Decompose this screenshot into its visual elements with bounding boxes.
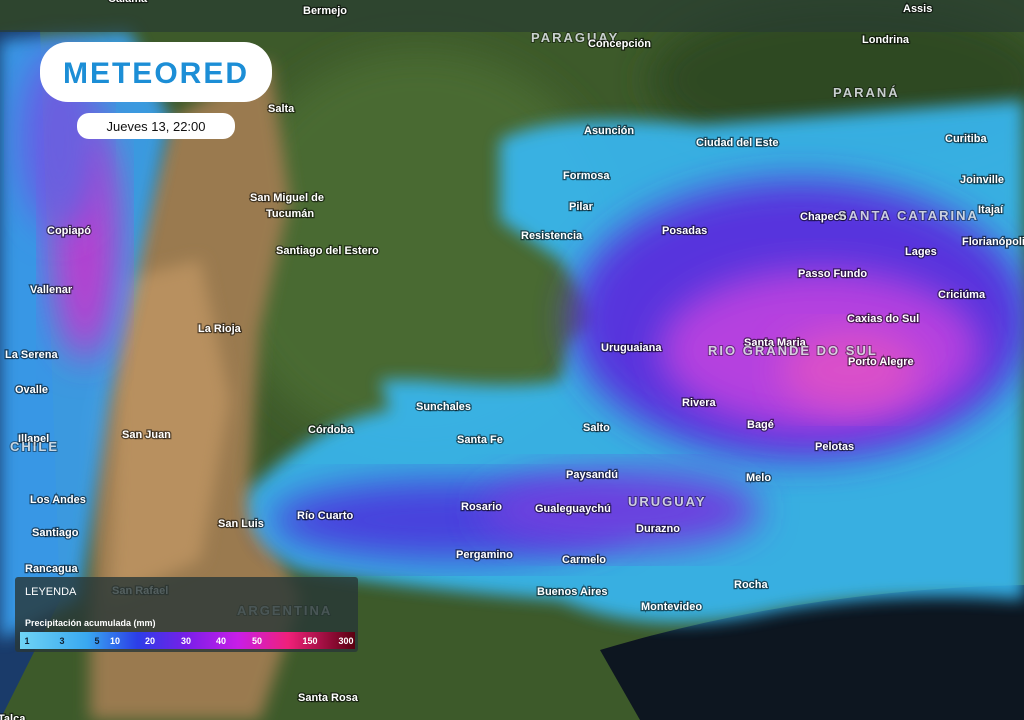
date-pill (77, 113, 235, 139)
city-label: Córdoba (308, 424, 354, 436)
city-label: Uruguaiana (601, 342, 662, 354)
city-label: Durazno (636, 523, 680, 535)
city-label: La Rioja (198, 323, 242, 335)
city-label: Ciudad del Este (696, 137, 779, 149)
city-label: Salto (583, 422, 610, 434)
city-label: Santa Fe (457, 434, 503, 446)
top-bar (0, 0, 1024, 32)
city-label: Santiago (32, 527, 79, 539)
legend-tick: 150 (302, 636, 317, 646)
city-label: Pergamino (456, 549, 513, 561)
city-label: Rosario (461, 501, 502, 513)
city-label: San Luis (218, 518, 264, 530)
city-label: Florianópolis (962, 236, 1024, 248)
city-label: Bagé (747, 419, 774, 431)
city-label: Copiapó (47, 225, 91, 237)
region-label: SANTA CATARINA (838, 208, 979, 223)
city-label: Rivera (682, 397, 717, 409)
legend-title: LEYENDA (25, 586, 77, 598)
city-label: Calama (108, 0, 148, 5)
desert (110, 260, 230, 600)
legend-tick: 10 (110, 636, 120, 646)
legend-scale (20, 632, 355, 649)
city-label: Tucumán (266, 208, 314, 220)
region-label: PARAGUAY (531, 30, 619, 45)
legend-tick: 300 (338, 636, 353, 646)
datetime: Jueves 13, 22:00 (106, 119, 205, 134)
precipitation (0, 30, 1024, 640)
city-label: Carmelo (562, 554, 606, 566)
legend-ticks: 1 3 5 10 20 30 40 50 150 300 (24, 636, 353, 646)
city-label: Asunción (584, 125, 634, 137)
region-label: PARANÁ (833, 85, 900, 100)
city-label: Concepción (588, 38, 651, 50)
region-label: RIO GRANDE DO SUL (708, 343, 878, 358)
city-label: San Miguel de (250, 192, 324, 204)
legend-tick: 3 (59, 636, 64, 646)
legend-tick: 5 (94, 636, 99, 646)
city-label: Assis (903, 3, 932, 15)
legend-subtitle: Precipitación acumulada (mm) (25, 618, 156, 628)
city-label: Río Cuarto (297, 510, 354, 522)
city-label: Joinville (960, 174, 1004, 186)
city-label: Passo Fundo (798, 268, 867, 280)
city-label: Ovalle (15, 384, 48, 396)
city-label: Vallenar (30, 284, 73, 296)
city-label: Rancagua (25, 563, 78, 575)
logo-box (40, 42, 272, 102)
city-label: Los Andes (30, 494, 86, 506)
logo: METEORED (63, 57, 249, 90)
legend-tick: 40 (216, 636, 226, 646)
city-label: Caxias do Sul (847, 313, 919, 325)
city-label: San Juan (122, 429, 171, 441)
city-label: Bermejo (303, 5, 347, 17)
city-label: Formosa (563, 170, 610, 182)
city-label: Resistencia (521, 230, 583, 242)
city-label: Curitiba (945, 133, 987, 145)
city-label: Santa Rosa (298, 692, 359, 704)
city-label: Londrina (862, 34, 910, 46)
city-label: Salta (268, 103, 295, 115)
city-label: Itajaí (978, 204, 1004, 216)
ocean (600, 585, 1024, 720)
city-label: Rocha (734, 579, 769, 591)
city-label: Pelotas (815, 441, 854, 453)
legend-tick: 30 (181, 636, 191, 646)
city-label: Posadas (662, 225, 707, 237)
city-label: Talca (0, 713, 26, 720)
city-label: Sunchales (416, 401, 471, 413)
city-label: Lages (905, 246, 937, 258)
city-label: Pilar (569, 201, 594, 213)
city-label: Illapel (18, 433, 49, 445)
city-label: Santiago del Estero (276, 245, 379, 257)
city-label: Buenos Aires (537, 586, 608, 598)
legend-tick: 1 (24, 636, 29, 646)
legend-tick: 50 (252, 636, 262, 646)
legend-tick: 20 (145, 636, 155, 646)
city-label: Montevideo (641, 601, 702, 613)
city-label: Criciúma (938, 289, 986, 301)
city-label: Porto Alegre (848, 356, 914, 368)
city-label: La Serena (5, 349, 58, 361)
city-label: Gualeguaychú (535, 503, 611, 515)
region-label: CHILE (10, 439, 59, 454)
city-label: Chapecó (800, 211, 847, 223)
city-label: Santa Maria (744, 337, 807, 349)
region-label: URUGUAY (628, 494, 707, 509)
city-label: Paysandú (566, 469, 618, 481)
city-label: Melo (746, 472, 771, 484)
